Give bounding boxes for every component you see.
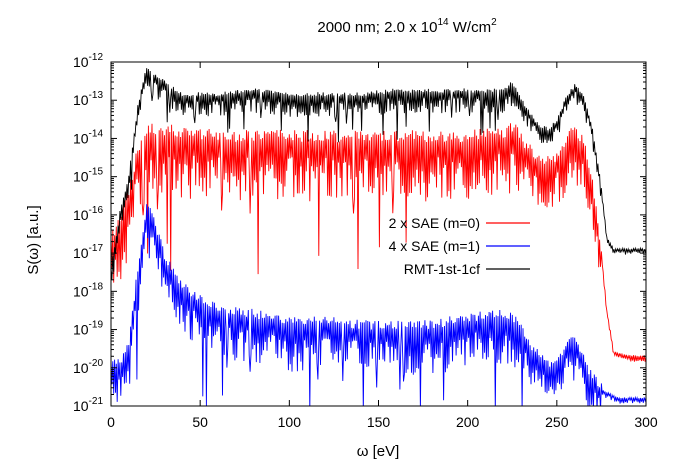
x-tick-label: 100 — [278, 414, 302, 430]
axes-layer: 0 50 100 150 200 250 300 10-21 10-20 10-19 10-18 10… — [73, 52, 658, 430]
x-tick-label: 150 — [367, 414, 391, 430]
y-tick-label: 10-14 — [73, 128, 103, 146]
x-axis-label: ω [eV] — [357, 443, 400, 460]
legend-label-sae-m1: 4 x SAE (m=1) — [389, 238, 480, 254]
x-tick-label: 250 — [545, 414, 569, 430]
x-tick-label: 200 — [456, 414, 480, 430]
legend-label-sae-m0: 2 x SAE (m=0) — [389, 215, 480, 231]
chart-title: 2000 nm; 2.0 x 1014 W/cm2 — [317, 17, 497, 36]
y-tick-label: 10-12 — [73, 52, 103, 70]
y-tick-label: 10-21 — [73, 396, 103, 414]
legend: 2 x SAE (m=0) 4 x SAE (m=1) RMT-1st-1cf — [389, 215, 530, 277]
x-tick-label: 50 — [192, 414, 208, 430]
legend-entry-sae-m0: 2 x SAE (m=0) — [389, 215, 530, 231]
y-tick-label: 10-20 — [73, 358, 103, 376]
y-tick-label: 10-17 — [73, 243, 103, 261]
series-line-0 — [111, 123, 646, 362]
series-layer — [111, 68, 646, 406]
y-tick-label: 10-15 — [73, 167, 103, 185]
x-tick-label: 0 — [107, 414, 115, 430]
x-tick-label: 300 — [634, 414, 658, 430]
series-line-1 — [111, 204, 646, 406]
legend-entry-rmt: RMT-1st-1cf — [404, 261, 530, 277]
y-tick-label: 10-16 — [73, 205, 103, 223]
y-tick-label: 10-18 — [73, 281, 103, 299]
legend-label-rmt: RMT-1st-1cf — [404, 261, 480, 277]
series-line-2 — [111, 68, 646, 280]
legend-entry-sae-m1: 4 x SAE (m=1) — [389, 238, 530, 254]
y-tick-label: 10-13 — [73, 90, 103, 108]
y-tick-label: 10-19 — [73, 320, 103, 338]
y-axis-label: S(ω) [a.u.] — [25, 205, 42, 274]
